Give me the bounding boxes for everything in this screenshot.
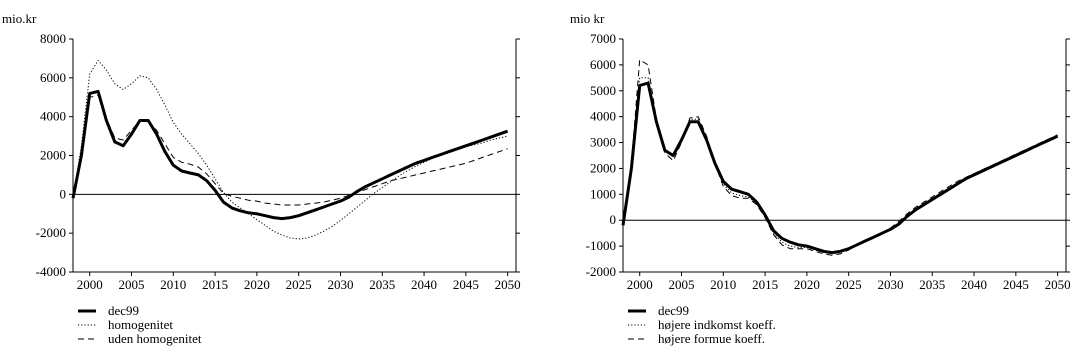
series-line-2 bbox=[72, 59, 508, 240]
x-tick-label: 2005 bbox=[669, 277, 695, 292]
legend-label: dec99 bbox=[658, 303, 689, 318]
x-tick-label: 2050 bbox=[1045, 277, 1071, 292]
x-tick-label: 2010 bbox=[160, 277, 186, 292]
x-tick-label: 2000 bbox=[77, 277, 103, 292]
legend-label: uden homogenitet bbox=[108, 331, 202, 346]
y-tick-label: -4000 bbox=[36, 264, 66, 279]
x-tick-label: 2050 bbox=[495, 277, 521, 292]
x-tick-label: 2025 bbox=[836, 277, 862, 292]
x-tick-label: 2035 bbox=[919, 277, 945, 292]
y-tick-label: 3000 bbox=[590, 135, 616, 150]
y-tick-label: 4000 bbox=[590, 109, 616, 124]
x-tick-label: 2030 bbox=[877, 277, 903, 292]
y-tick-label: -2000 bbox=[586, 264, 616, 279]
x-tick-label: 2040 bbox=[411, 277, 437, 292]
y-tick-label: 0 bbox=[610, 212, 617, 227]
y-tick-label: 2000 bbox=[40, 148, 66, 163]
x-tick-label: 2015 bbox=[752, 277, 778, 292]
x-tick-label: 2020 bbox=[794, 277, 820, 292]
legend-label: højere formue koeff. bbox=[658, 331, 765, 346]
x-tick-label: 2015 bbox=[202, 277, 228, 292]
y-tick-label: 8000 bbox=[40, 31, 66, 46]
x-tick-label: 2030 bbox=[327, 277, 353, 292]
legend-label: homogenitet bbox=[108, 317, 173, 332]
series-line-1 bbox=[71, 89, 509, 221]
x-tick-label: 2040 bbox=[961, 277, 987, 292]
x-tick-label: 2045 bbox=[1003, 277, 1029, 292]
x-tick-label: 2010 bbox=[710, 277, 736, 292]
y-tick-label: -1000 bbox=[586, 238, 616, 253]
y-tick-label: 6000 bbox=[590, 57, 616, 72]
y-tick-label: 5000 bbox=[590, 83, 616, 98]
series-line-3 bbox=[72, 94, 508, 206]
y-tick-label: 7000 bbox=[590, 31, 616, 46]
x-tick-label: 2045 bbox=[453, 277, 479, 292]
x-tick-label: 2020 bbox=[244, 277, 270, 292]
y-tick-label: 0 bbox=[60, 186, 67, 201]
x-tick-label: 2000 bbox=[627, 277, 653, 292]
y-tick-label: 4000 bbox=[40, 109, 66, 124]
y-tick-label: 1000 bbox=[590, 186, 616, 201]
y-tick-label: 2000 bbox=[590, 160, 616, 175]
legend-label: højere indkomst koeff. bbox=[658, 317, 776, 332]
y-axis-label-1: mio.kr bbox=[2, 11, 37, 26]
x-tick-label: 2005 bbox=[119, 277, 145, 292]
y-axis-label-2: mio kr bbox=[570, 11, 605, 26]
x-tick-label: 2025 bbox=[286, 277, 312, 292]
x-tick-label: 2035 bbox=[369, 277, 395, 292]
legend-label: dec99 bbox=[108, 303, 139, 318]
y-tick-label: -2000 bbox=[36, 225, 66, 240]
series-line-3 bbox=[622, 59, 1058, 256]
series-line-1 bbox=[621, 81, 1059, 255]
y-tick-label: 6000 bbox=[40, 70, 66, 85]
